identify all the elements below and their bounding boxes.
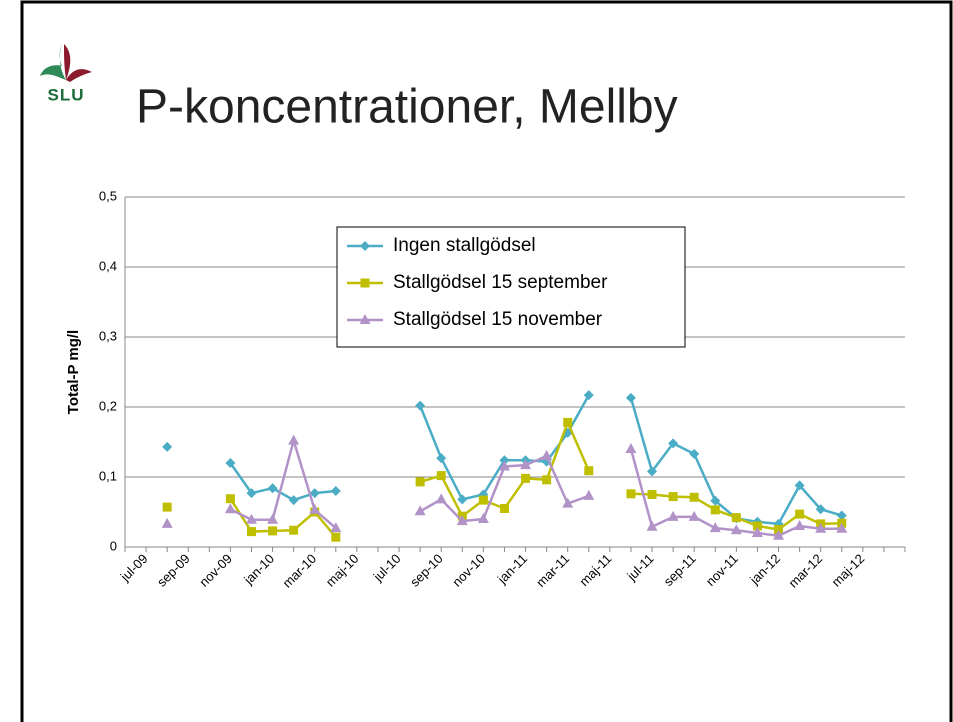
point: [521, 473, 531, 483]
point: [289, 525, 299, 535]
legend-label: Stallgödsel 15 november: [393, 309, 603, 330]
point: [584, 466, 594, 476]
point: [456, 515, 468, 526]
point: [773, 529, 785, 540]
point: [267, 483, 278, 494]
y-tick-label: 0,2: [99, 398, 117, 413]
point: [646, 520, 658, 531]
point: [415, 400, 426, 411]
point: [667, 510, 679, 521]
logo-leaf: [64, 44, 71, 80]
point: [224, 503, 236, 514]
point: [709, 522, 721, 533]
legend-label: Stallgödsel 15 september: [393, 272, 608, 293]
point: [542, 475, 552, 485]
point: [541, 450, 553, 460]
point: [647, 466, 658, 477]
point: [731, 513, 741, 523]
point: [625, 443, 637, 453]
point: [331, 532, 341, 542]
slide-frame: [20, 0, 953, 722]
legend-box: [336, 226, 686, 348]
point: [415, 477, 425, 487]
point: [751, 527, 763, 537]
point: [815, 522, 827, 533]
point: [330, 486, 341, 496]
point: [309, 503, 321, 514]
point: [752, 521, 762, 531]
point: [288, 434, 300, 445]
logo-text: SLU: [48, 85, 85, 104]
point: [499, 455, 510, 466]
point: [689, 448, 700, 459]
point: [288, 495, 299, 506]
point: [435, 493, 447, 504]
point: [225, 494, 235, 504]
point: [414, 505, 426, 516]
point: [794, 520, 806, 530]
point: [710, 505, 720, 515]
point: [774, 525, 784, 534]
y-tick-label: 0,4: [99, 258, 117, 273]
y-tick-label: 0,3: [99, 328, 117, 343]
chart-title: P-koncentrationer, Mellby: [136, 81, 678, 134]
point: [836, 510, 847, 521]
point: [794, 480, 805, 491]
logo-leaf: [40, 44, 66, 80]
y-tick-label: 0,1: [99, 468, 117, 483]
point: [161, 517, 173, 528]
point: [267, 513, 279, 524]
point: [330, 522, 342, 533]
point: [562, 497, 574, 508]
point: [245, 513, 257, 524]
point: [162, 502, 172, 512]
point: [815, 504, 826, 515]
point: [563, 417, 573, 427]
point: [520, 459, 532, 470]
point: [836, 522, 848, 533]
logo: SLU: [40, 44, 92, 104]
point: [626, 489, 636, 499]
point: [583, 390, 594, 401]
point: [268, 526, 278, 536]
point: [710, 495, 721, 506]
point: [583, 489, 595, 500]
point: [795, 509, 805, 519]
y-tick-label: 0,5: [99, 188, 117, 203]
legend-marker: [360, 278, 370, 288]
legend-marker: [360, 241, 370, 251]
point: [647, 490, 657, 499]
point: [688, 510, 700, 521]
point: [246, 488, 257, 499]
point: [668, 492, 678, 502]
point: [478, 495, 488, 505]
point: [625, 392, 636, 403]
point: [246, 527, 256, 537]
legend-label: Ingen stallgödsel: [393, 235, 536, 256]
point: [499, 504, 509, 513]
point: [730, 524, 742, 535]
y-axis-label: Total-P mg/l: [65, 330, 82, 414]
y-tick-label: 0: [110, 538, 117, 553]
point: [309, 488, 320, 499]
point: [436, 471, 446, 481]
point: [162, 441, 173, 452]
point: [477, 513, 489, 523]
logo-leaf: [66, 69, 92, 82]
legend-marker: [359, 314, 371, 324]
point: [668, 438, 679, 449]
point: [498, 460, 510, 471]
point: [436, 453, 447, 464]
point: [689, 492, 699, 502]
point: [457, 494, 468, 505]
point: [225, 458, 236, 468]
